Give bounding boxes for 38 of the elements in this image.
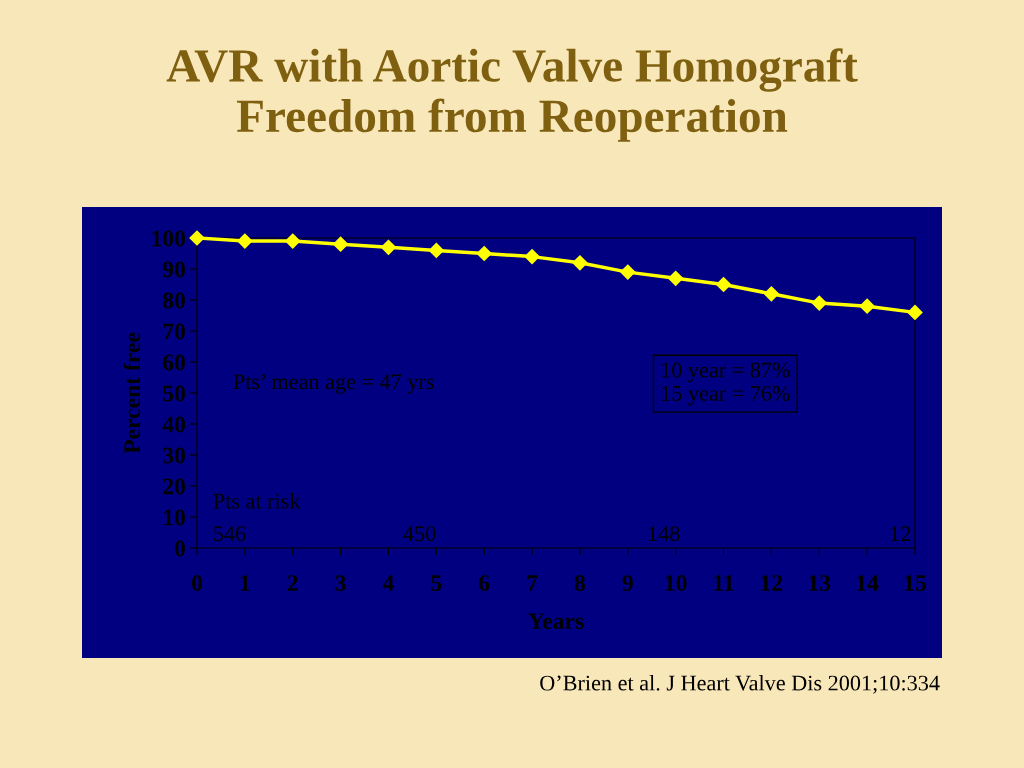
x-tick-label: 10 bbox=[665, 575, 687, 592]
y-tick-label: 50 bbox=[163, 385, 185, 402]
y-tick-label: 60 bbox=[163, 354, 185, 371]
y-tick-label: 100 bbox=[152, 230, 185, 247]
y-tick-label: 70 bbox=[163, 323, 185, 340]
x-axis-title: Years bbox=[528, 613, 584, 630]
y-tick-label: 40 bbox=[162, 416, 185, 433]
y-tick-label: 90 bbox=[162, 261, 185, 278]
y-axis-title: Percent free bbox=[123, 332, 141, 454]
chart-title: AVR with Aortic Valve Homograft Freedom from Reoperation bbox=[166, 48, 858, 142]
annotation: 450 bbox=[403, 526, 436, 542]
y-tick-label: 30 bbox=[163, 447, 185, 464]
annotation: 12 bbox=[891, 526, 911, 541]
x-tick-label: 6 bbox=[479, 575, 490, 592]
annotation: 10 year = 87% 15 year = 76% bbox=[662, 362, 790, 406]
x-tick-label: 1 bbox=[240, 575, 250, 591]
x-tick-label: 12 bbox=[761, 575, 783, 591]
x-tick-label: 7 bbox=[527, 575, 538, 591]
y-tick-label: 10 bbox=[164, 509, 185, 526]
x-tick-label: 8 bbox=[574, 575, 586, 592]
x-tick-label: 9 bbox=[622, 575, 633, 592]
x-tick-label: 0 bbox=[192, 575, 202, 592]
x-tick-label: 5 bbox=[431, 575, 442, 592]
annotation: Pts at risk bbox=[213, 492, 301, 509]
annotation: 546 bbox=[214, 526, 246, 542]
x-tick-label: 13 bbox=[809, 575, 831, 592]
x-tick-label: 15 bbox=[905, 575, 926, 592]
annotation: Pts’ mean age = 47 yrs bbox=[233, 374, 434, 394]
x-tick-label: 11 bbox=[714, 575, 734, 591]
y-tick-label: 80 bbox=[163, 292, 185, 309]
x-tick-label: 4 bbox=[382, 575, 394, 591]
y-tick-label: 20 bbox=[163, 478, 185, 495]
x-tick-label: 14 bbox=[857, 575, 879, 591]
annotation: 148 bbox=[648, 526, 680, 542]
text: O’Brien et al. J Heart Valve Dis 2001;10:334 bbox=[540, 674, 940, 694]
y-tick-label: 0 bbox=[174, 540, 185, 557]
x-tick-label: 2 bbox=[287, 575, 298, 591]
x-tick-label: 3 bbox=[335, 575, 346, 592]
